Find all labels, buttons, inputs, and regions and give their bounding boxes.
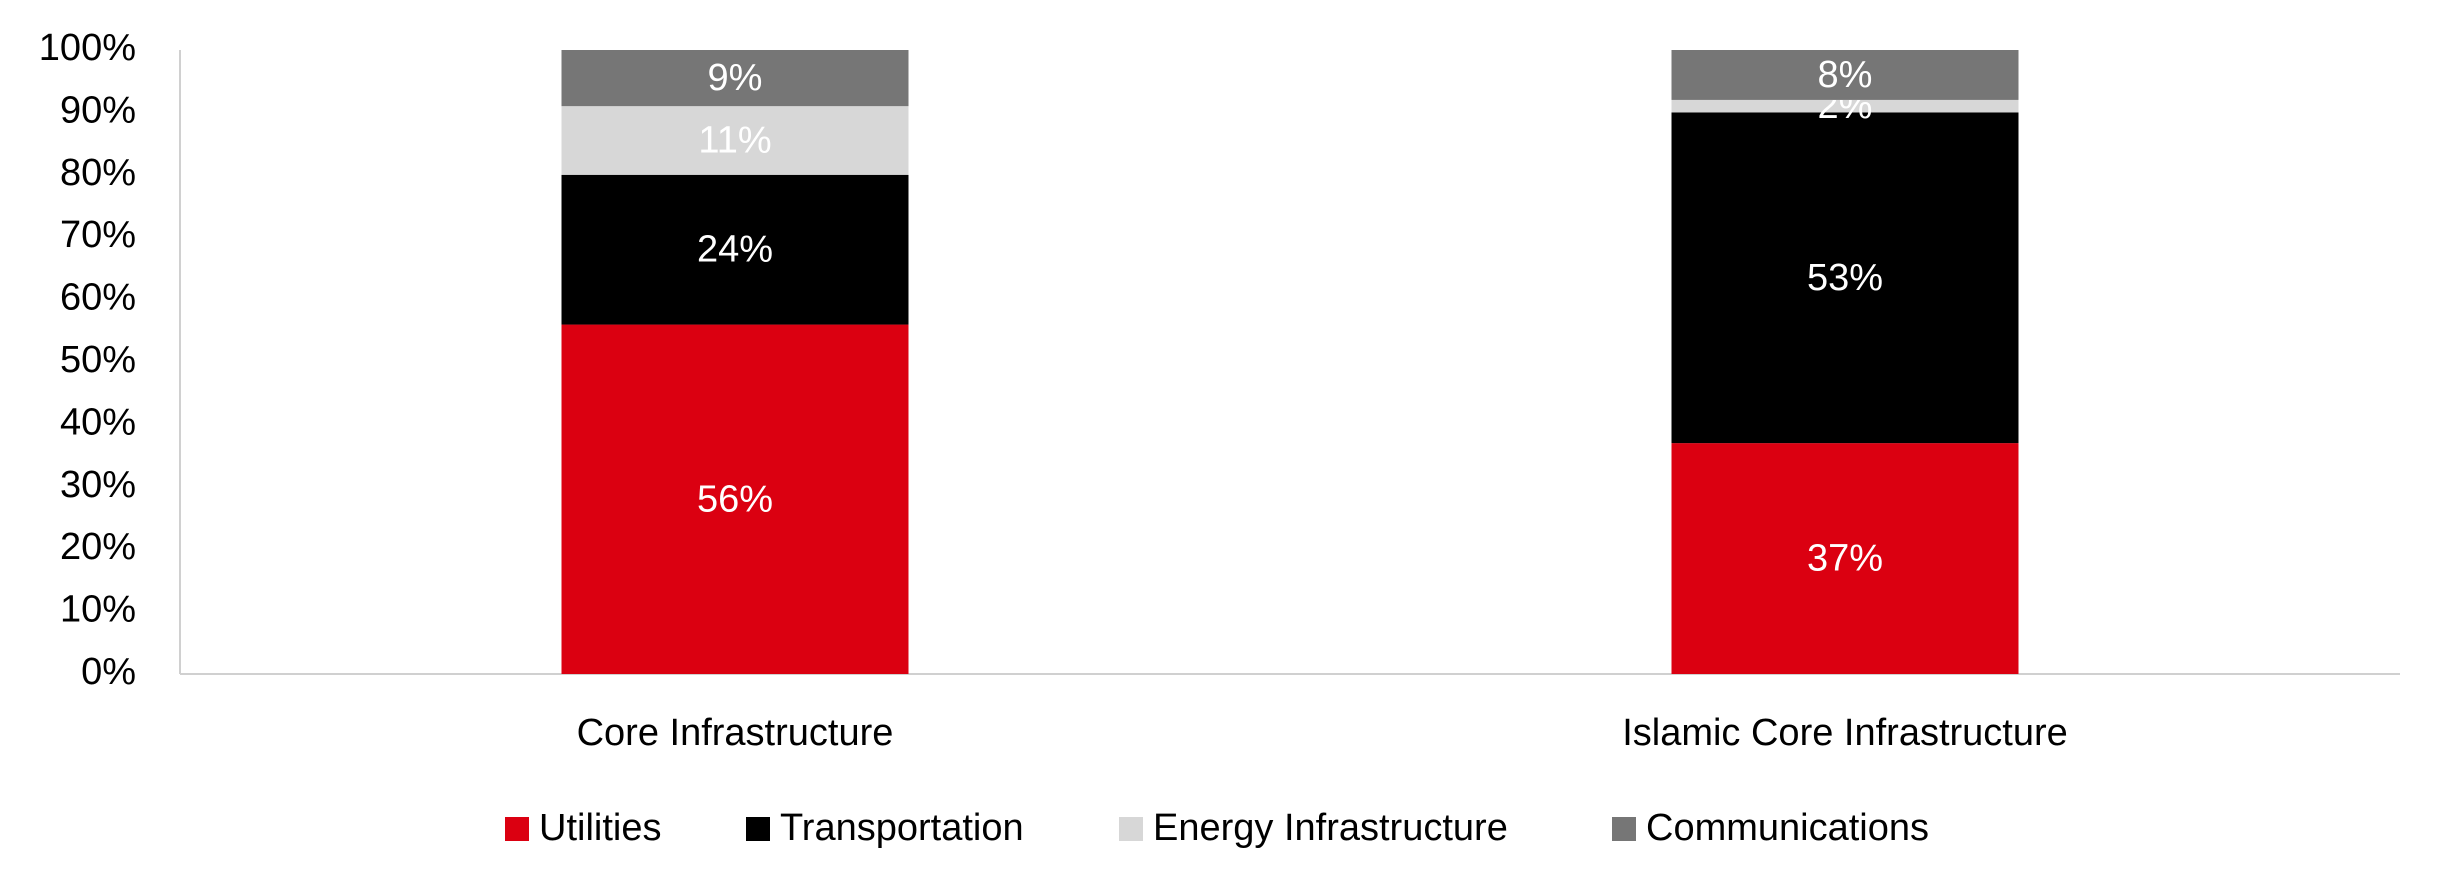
legend-swatch <box>746 817 770 841</box>
data-label: 24% <box>697 229 773 271</box>
bar-segment <box>1671 99 2019 113</box>
data-label: 8% <box>1818 54 1873 96</box>
y-tick-label: 60% <box>60 277 136 319</box>
legend-label: Communications <box>1646 807 1929 849</box>
bar-segment <box>1671 50 2019 100</box>
x-tick-label: Core Infrastructure <box>577 712 894 754</box>
data-label: 11% <box>698 120 771 162</box>
bar-segment <box>1671 112 2019 444</box>
y-tick-label: 80% <box>60 152 136 194</box>
bar-segment <box>561 174 909 325</box>
y-tick-label: 90% <box>60 89 136 131</box>
y-tick-label: 30% <box>60 464 136 506</box>
legend-label: Energy Infrastructure <box>1153 807 1508 849</box>
data-label: 9% <box>708 57 763 99</box>
data-label: 37% <box>1807 538 1883 580</box>
bar-segment <box>561 50 909 107</box>
legend-swatch <box>1119 817 1143 841</box>
y-tick-label: 100% <box>39 27 136 69</box>
y-tick-label: 10% <box>60 589 136 631</box>
y-tick-label: 50% <box>60 339 136 381</box>
bar-segment <box>1671 443 2019 674</box>
bar-segment <box>561 106 909 175</box>
legend-label: Transportation <box>780 807 1024 849</box>
y-tick-label: 0% <box>81 651 136 693</box>
data-label: 53% <box>1807 257 1883 299</box>
y-tick-label: 70% <box>60 214 136 256</box>
legend-swatch <box>505 817 529 841</box>
bar-segment <box>561 324 909 674</box>
data-label: 56% <box>697 478 773 520</box>
x-tick-label: Islamic Core Infrastructure <box>1622 712 2068 754</box>
y-tick-label: 40% <box>60 401 136 443</box>
legend-label: Utilities <box>539 807 661 849</box>
y-tick-label: 20% <box>60 526 136 568</box>
legend-swatch <box>1612 817 1636 841</box>
